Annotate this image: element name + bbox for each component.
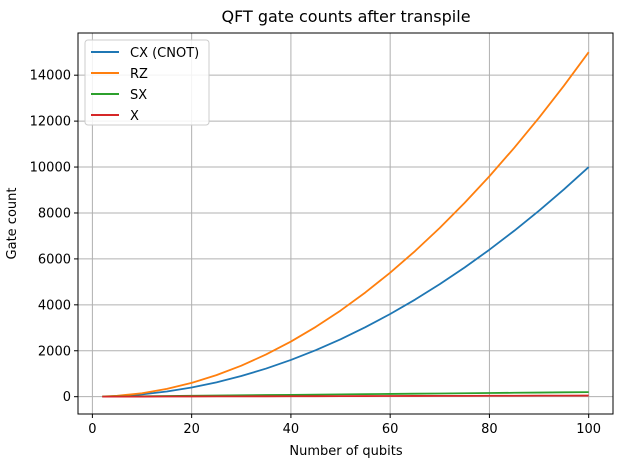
legend: CX (CNOT) RZ SX X [84, 39, 210, 126]
y-tick-label: 8000 [38, 206, 71, 221]
y-tick-label: 0 [63, 390, 71, 405]
chart-title: QFT gate counts after transpile [221, 7, 470, 26]
y-tick-label: 12000 [30, 115, 71, 130]
legend-label: SX [130, 88, 147, 103]
y-tick-label: 14000 [30, 69, 71, 84]
legend-label: RZ [130, 67, 148, 82]
y-axis-label: Gate count [5, 188, 20, 260]
legend-box [84, 39, 210, 126]
y-axis: 0 2000 4000 6000 8000 10000 12000 14000 [30, 69, 78, 405]
series-lines [102, 51, 590, 398]
x-tick-label: 40 [283, 422, 300, 437]
x-tick-label: 100 [576, 422, 601, 437]
legend-label: X [130, 109, 139, 124]
series-line [102, 394, 589, 398]
x-tick-label: 0 [88, 422, 96, 437]
x-tick-label: 60 [382, 422, 399, 437]
y-tick-label: 2000 [38, 344, 71, 359]
x-tick-label: 80 [481, 422, 498, 437]
plot-frame [77, 32, 614, 415]
x-axis: 0 20 40 60 80 100 [88, 414, 601, 437]
y-tick-label: 6000 [38, 252, 71, 267]
grid [78, 33, 613, 414]
x-axis-label: Number of qubits [289, 444, 402, 459]
series-line [102, 166, 590, 398]
series-line [102, 51, 590, 398]
y-tick-label: 4000 [38, 298, 71, 313]
legend-label: CX (CNOT) [130, 46, 199, 61]
y-tick-label: 10000 [30, 161, 71, 176]
x-tick-label: 20 [183, 422, 200, 437]
